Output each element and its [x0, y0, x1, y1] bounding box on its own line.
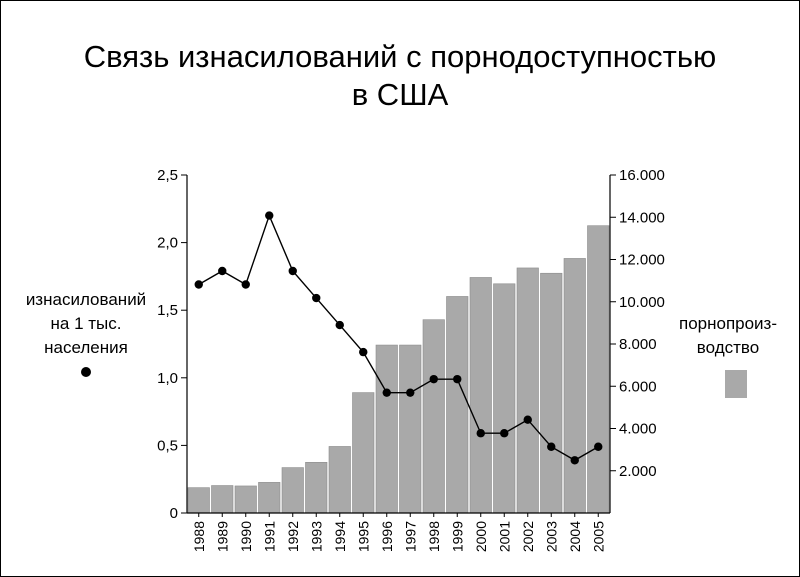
bar-1989 — [211, 485, 234, 514]
bar-series-swatch-icon — [725, 370, 747, 398]
right-tick-label: 12.000 — [619, 252, 665, 269]
right-tick-label: 14.000 — [619, 209, 665, 226]
chart-title-line-2: в США — [351, 77, 449, 112]
x-tick-label: 1994 — [332, 521, 348, 552]
left-tick-label: 1,5 — [157, 302, 178, 319]
x-tick-label: 2003 — [543, 521, 559, 552]
line-point-1999 — [453, 374, 462, 384]
right-tick-label: 16.000 — [619, 167, 665, 184]
line-point-2002 — [523, 415, 532, 424]
right-axis-label-line-2: водство — [696, 338, 760, 357]
chart-title-line-1: Связь изнасилований с порнодоступностью — [83, 39, 717, 74]
line-point-1997 — [406, 388, 415, 397]
bar-2001 — [493, 283, 516, 514]
x-tick-label: 1988 — [191, 521, 207, 552]
bar-2003 — [540, 272, 563, 514]
line-point-1989 — [218, 266, 227, 276]
line-point-1996 — [382, 388, 391, 397]
right-tick-label: 10.000 — [619, 294, 665, 311]
left-tick-label: 2,0 — [157, 235, 178, 252]
left-axis-label-line-2: на 1 тыс. — [50, 314, 122, 333]
bar-2005 — [587, 225, 610, 514]
right-axis-label-line-1: порнопроиз- — [678, 314, 778, 333]
right-tick-label: 2.000 — [619, 463, 657, 480]
x-tick-label: 1998 — [426, 521, 442, 552]
line-point-1991 — [265, 211, 274, 220]
x-tick-label: 1989 — [214, 521, 230, 552]
bar-1990 — [234, 485, 257, 514]
line-point-1993 — [312, 293, 321, 303]
line-series — [198, 213, 599, 462]
bar-1991 — [258, 482, 281, 514]
line-point-1992 — [288, 266, 297, 276]
bar-2004 — [563, 258, 586, 514]
x-tick-label: 1996 — [379, 521, 395, 552]
left-tick-label: 1,0 — [157, 370, 178, 387]
x-tick-label: 2002 — [520, 521, 536, 552]
line-point-1998 — [429, 374, 438, 384]
bar-1994 — [328, 446, 351, 514]
left-tick-label: 0 — [170, 505, 178, 522]
left-axis-label-line-1: изнасилований — [25, 290, 147, 309]
bar-2002 — [516, 267, 539, 514]
x-tick-label: 2000 — [473, 521, 489, 552]
line-point-2003 — [547, 442, 556, 451]
x-tick-label: 1995 — [355, 521, 371, 552]
line-point-1988 — [194, 280, 203, 289]
chart-title: Связь изнасилований с порнодоступностью … — [0, 38, 800, 114]
x-tick-label: 2001 — [496, 521, 512, 552]
bar-1998 — [422, 319, 445, 514]
bar-1995 — [352, 392, 375, 514]
left-tick-label: 2,5 — [157, 167, 178, 184]
right-tick-label: 4.000 — [619, 421, 657, 438]
line-point-1994 — [335, 320, 344, 330]
bar-1999 — [446, 296, 469, 514]
right-tick-label: 8.000 — [619, 336, 657, 353]
line-series-marker-icon — [81, 367, 91, 377]
line-point-2005 — [594, 442, 603, 451]
bar-2000 — [469, 277, 492, 514]
bar-1997 — [399, 344, 422, 514]
line-point-1990 — [241, 280, 250, 289]
x-tick-label: 2005 — [590, 521, 606, 552]
line-point-2004 — [570, 456, 579, 465]
left-tick-label: 0,5 — [157, 437, 178, 454]
bar-1988 — [187, 487, 210, 514]
line-point-1995 — [359, 347, 368, 357]
left-axis-legend: изнасилований на 1 тыс. населения — [10, 288, 162, 377]
right-tick-label: 6.000 — [619, 378, 657, 395]
left-axis-label-line-3: населения — [44, 338, 128, 357]
bar-1996 — [375, 344, 398, 514]
line-point-2000 — [476, 429, 485, 438]
x-tick-label: 1992 — [285, 521, 301, 552]
x-tick-label: 1991 — [261, 521, 277, 552]
x-tick-label: 2004 — [567, 521, 583, 552]
x-tick-label: 1990 — [238, 521, 254, 552]
right-axis-legend: порнопроиз- водство — [668, 312, 788, 398]
x-tick-label: 1999 — [449, 521, 465, 552]
x-tick-label: 1997 — [402, 521, 418, 552]
x-tick-label: 1993 — [308, 521, 324, 552]
bar-1992 — [281, 467, 304, 514]
line-point-2001 — [500, 429, 509, 438]
bar-1993 — [305, 461, 328, 514]
